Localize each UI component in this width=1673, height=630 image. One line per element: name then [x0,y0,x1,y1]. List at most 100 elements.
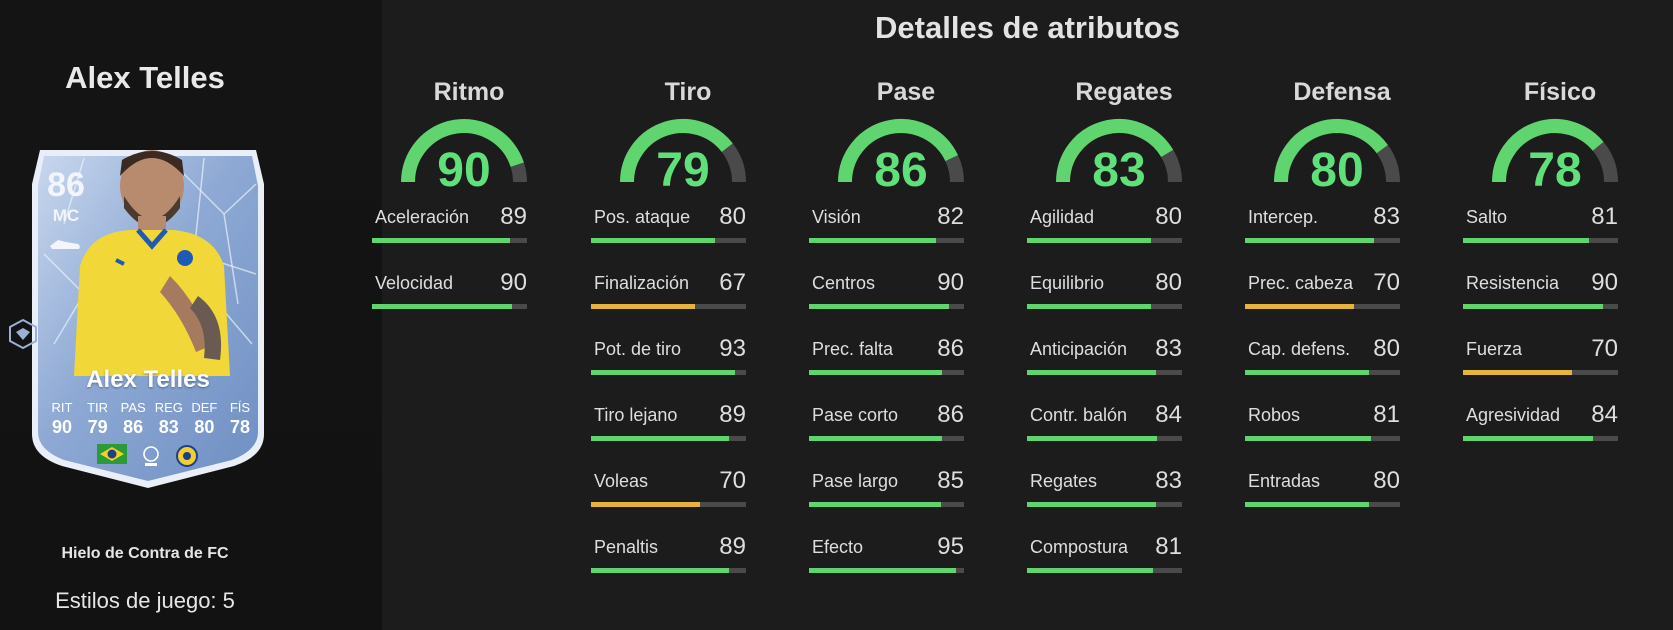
stat-value: 81 [1591,203,1618,230]
card-stat-value: 78 [229,417,250,437]
stat-row-pot-de-tiro[interactable]: Pot. de tiro 93 [591,335,746,405]
stat-row-efecto[interactable]: Efecto 95 [809,533,964,603]
stat-row-robos[interactable]: Robos 81 [1245,401,1400,471]
stat-row-cap-defens[interactable]: Cap. defens. 80 [1245,335,1400,405]
gauge-track [510,162,527,183]
card-stat-label: PAS [120,400,146,415]
stat-bar-fill [809,436,943,441]
stat-row-finalizacion[interactable]: Finalización 67 [591,269,746,339]
category-value: 80 [1310,144,1364,197]
stat-list: Visión 82 Centros 90 Prec. falta 86 Pase corto… [809,203,969,603]
stat-bar-fill [809,238,937,243]
stat-row-centros[interactable]: Centros 90 [809,269,964,339]
stat-bar [591,370,746,375]
stat-row-fuerza[interactable]: Fuerza 70 [1463,335,1618,405]
stat-row-resistencia[interactable]: Resistencia 90 [1463,269,1618,339]
stat-value: 80 [1373,335,1400,362]
stat-bar [1245,238,1400,243]
stat-value: 90 [500,269,527,296]
stat-bar [1463,370,1618,375]
stat-bar [1027,568,1182,573]
stat-row-agresividad[interactable]: Agresividad 84 [1463,401,1618,471]
stat-label: Prec. cabeza [1248,273,1354,293]
card-stat-label: DEF [191,400,218,415]
stat-row-anticipacion[interactable]: Anticipación 83 [1027,335,1182,405]
stat-bar [1027,436,1182,441]
category-gauge: 78 [1490,117,1620,197]
card-stat-label: FÍS [229,400,251,415]
stat-bar [1463,238,1618,243]
stat-bar [809,436,964,441]
playstyles-count[interactable]: Estilos de juego: 5 [55,588,235,613]
card-stat: REG 83 [153,400,185,438]
stat-bar [1027,370,1182,375]
player-card[interactable]: 86 MC Alex Telles RIT 90 TIR 79 PAS 86 REG 8… [24,144,272,488]
stat-row-aceleracion[interactable]: Aceleración 89 [372,203,527,273]
stat-row-vision[interactable]: Visión 82 [809,203,964,273]
stat-row-equilibrio[interactable]: Equilibrio 80 [1027,269,1182,339]
stat-row-voleas[interactable]: Voleas 70 [591,467,746,537]
stat-bar [809,568,964,573]
stat-list: Pos. ataque 80 Finalización 67 Pot. de tiro 9… [591,203,751,603]
stat-label: Tiro lejano [594,405,678,425]
gauge-arc [401,119,527,183]
stat-label: Regates [1030,471,1098,491]
stat-label: Cap. defens. [1248,339,1351,359]
stat-row-prec-falta[interactable]: Prec. falta 86 [809,335,964,405]
gauge-fill [401,119,524,183]
stat-bar-fill [1463,304,1603,309]
brazil-flag-icon [97,444,127,464]
stat-row-penaltis[interactable]: Penaltis 89 [591,533,746,603]
stat-row-prec-cabeza[interactable]: Prec. cabeza 70 [1245,269,1400,339]
category-gauge: 86 [836,117,966,197]
stat-value: 67 [719,269,746,296]
stat-row-compostura[interactable]: Compostura 81 [1027,533,1182,603]
evolution-emblem-icon [9,318,37,350]
stat-label: Anticipación [1030,339,1128,359]
stat-label: Contr. balón [1030,405,1128,425]
stat-bar [809,502,964,507]
category-gauge: 80 [1272,117,1402,197]
stat-label: Pot. de tiro [594,339,682,359]
stat-label: Penaltis [594,537,659,557]
stat-bar [372,238,527,243]
stat-label: Fuerza [1466,339,1523,359]
stat-row-contr-balon[interactable]: Contr. balón 84 [1027,401,1182,471]
stat-bar [1027,502,1182,507]
card-badges [24,444,272,468]
stat-row-velocidad[interactable]: Velocidad 90 [372,269,527,339]
category-title: Regates [1075,78,1173,106]
player-name: Alex Telles [65,60,225,95]
stat-label: Pase largo [812,471,899,491]
stat-row-agilidad[interactable]: Agilidad 80 [1027,203,1182,273]
stat-value: 81 [1373,401,1400,428]
stat-value: 93 [719,335,746,362]
stat-bar-fill [1245,502,1369,507]
stat-row-intercep[interactable]: Intercep. 83 [1245,203,1400,273]
stat-row-tiro-lejano[interactable]: Tiro lejano 89 [591,401,746,471]
stat-bar-fill [1027,436,1158,441]
stat-row-pos-ataque[interactable]: Pos. ataque 80 [591,203,746,273]
stat-label: Prec. falta [812,339,894,359]
category-tiro: Tiro 79 Pos. ataque 80 Finalización 67 Pot. de… [591,78,751,603]
stat-bar-fill [1027,502,1156,507]
card-position: MC [52,206,80,225]
stat-value: 89 [719,401,746,428]
card-stat-value: 86 [123,417,144,437]
stat-value: 84 [1591,401,1618,428]
stat-bar-fill [1027,370,1156,375]
stat-value: 89 [500,203,527,230]
stat-row-pase-corto[interactable]: Pase corto 86 [809,401,964,471]
stat-row-salto[interactable]: Salto 81 [1463,203,1618,273]
stat-list: Salto 81 Resistencia 90 Fuerza 70 Agresividad 8… [1463,203,1623,471]
stat-value: 83 [1155,467,1182,494]
stat-row-regates[interactable]: Regates 83 [1027,467,1182,537]
stat-row-entradas[interactable]: Entradas 80 [1245,467,1400,537]
stat-label: Intercep. [1248,207,1319,227]
stat-row-pase-largo[interactable]: Pase largo 85 [809,467,964,537]
gauge-track [945,155,964,183]
category-pase: Pase 86 Visión 82 Centros 90 Prec. falta 86 Pase… [809,78,969,603]
stat-bar-fill [1463,370,1572,375]
card-stat-label: TIR [87,400,109,415]
stat-bar-fill [809,568,957,573]
